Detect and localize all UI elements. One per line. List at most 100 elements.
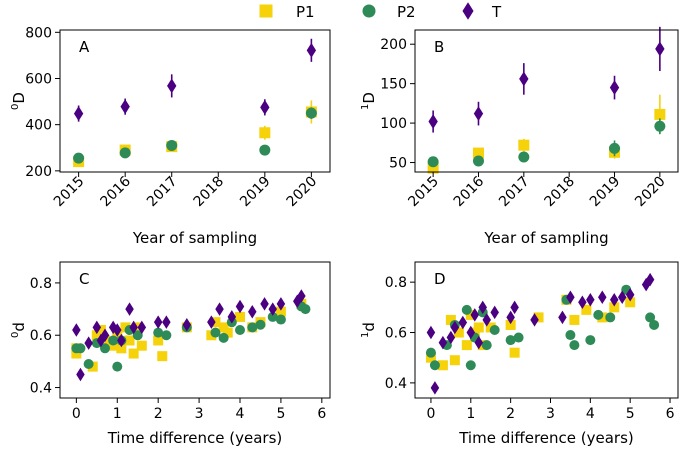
data-point-t	[506, 310, 515, 325]
data-point-t	[248, 304, 257, 319]
x-tick-label: 2018	[191, 174, 228, 211]
data-point-t	[129, 320, 138, 335]
data-point-p2	[267, 311, 278, 322]
data-point-p1	[218, 322, 229, 333]
data-point-t	[617, 290, 627, 305]
data-point-p2	[505, 335, 516, 346]
axes-frame	[59, 29, 331, 173]
data-point-p1	[453, 327, 464, 338]
legend-marker-p2	[362, 4, 376, 18]
x-tick-label: 2015	[51, 174, 88, 211]
data-point-p2	[100, 343, 110, 354]
data-point-t	[510, 300, 519, 315]
y-tick-label: 200	[25, 164, 52, 180]
legend: P1 P2 T	[259, 2, 502, 21]
data-point-p2	[481, 340, 492, 351]
data-point-t	[474, 335, 484, 350]
data-point-t	[117, 333, 126, 348]
data-point-t	[609, 80, 620, 96]
data-point-t	[182, 318, 192, 332]
panel-d: D 0.4 0.6 0.8 0 1 2 3 4 5 6 Time difference (years)…	[360, 261, 679, 447]
axes-frame	[414, 29, 679, 173]
data-point-p2	[112, 361, 123, 372]
data-point-p2	[461, 304, 472, 315]
data-point-p2	[605, 312, 616, 323]
x-tick-label: 5	[626, 406, 635, 422]
data-point-p1	[157, 351, 168, 362]
data-point-p1	[518, 139, 530, 151]
y-tick-label: 0.8	[30, 276, 52, 292]
y-axis-label: 1D	[360, 92, 378, 110]
x-tick-label: 2015	[405, 174, 442, 211]
data-point-p2	[585, 335, 596, 346]
x-axis-label: Year of sampling	[132, 229, 257, 247]
data-point-p1	[116, 343, 127, 354]
data-point-t	[260, 297, 269, 311]
data-point-p2	[119, 147, 131, 159]
data-point-t	[162, 315, 171, 329]
x-tick-label: 2	[506, 406, 515, 422]
data-point-t	[84, 336, 93, 350]
data-point-t	[625, 287, 635, 302]
data-point-p2	[654, 120, 666, 132]
data-point-p1	[569, 314, 580, 325]
data-point-p2	[166, 139, 178, 151]
y-tick-label: 0.6	[30, 328, 52, 344]
data-point-t	[227, 310, 237, 324]
data-point-t	[137, 320, 147, 335]
plot-area	[427, 26, 666, 174]
data-point-p2	[108, 335, 119, 346]
data-point-p2	[235, 325, 245, 335]
data-point-p2	[465, 360, 476, 371]
y-tick-label: 0.4	[385, 376, 407, 392]
data-point-p1	[71, 348, 82, 359]
data-point-t	[490, 305, 499, 320]
data-point-p2	[489, 325, 500, 335]
data-point-p1	[259, 127, 271, 139]
x-tick-label: 2016	[451, 173, 488, 210]
data-point-p1	[153, 335, 164, 346]
data-point-p2	[210, 327, 221, 338]
data-point-t	[566, 290, 575, 305]
data-point-t	[482, 313, 491, 327]
x-axis-label: Year of sampling	[483, 229, 608, 247]
x-tick-label: 2020	[632, 174, 669, 211]
x-axis-label: Time difference (years)	[458, 429, 634, 447]
data-point-t	[76, 367, 85, 382]
legend-label-p2: P2	[397, 3, 416, 21]
data-point-p2	[645, 312, 656, 323]
data-point-p2	[259, 144, 271, 156]
y-tick-label: 0.4	[30, 381, 52, 397]
data-point-p1	[136, 340, 147, 351]
x-tick-label: 3	[195, 406, 204, 422]
x-tick-label: 2017	[496, 174, 533, 211]
data-point-t	[426, 325, 436, 340]
x-tick-label: 2017	[144, 174, 181, 211]
data-point-t	[530, 313, 539, 327]
y-axis-label-superscript: 0	[10, 104, 21, 110]
y-tick-label: 400	[25, 118, 52, 134]
axes-frame	[59, 261, 331, 399]
x-tick-label: 2018	[541, 174, 578, 211]
data-point-p2	[513, 332, 524, 343]
y-axis-label-superscript: 1	[360, 104, 371, 110]
data-point-p2	[218, 332, 229, 343]
data-point-t	[598, 290, 607, 305]
x-tick-label: 4	[586, 406, 595, 422]
x-tick-label: 0	[72, 406, 81, 422]
data-point-t	[609, 293, 619, 307]
data-point-t	[655, 41, 665, 57]
x-tick-label: 3	[546, 406, 555, 422]
data-point-p2	[429, 360, 440, 371]
data-point-p1	[449, 355, 460, 366]
data-point-p1	[425, 352, 436, 363]
data-point-t	[113, 323, 122, 337]
y-axis-label-superscript: 1	[360, 332, 371, 338]
data-point-p1	[509, 347, 520, 358]
data-point-t	[215, 302, 224, 316]
data-point-p2	[472, 155, 484, 167]
y-tick-label: 0.8	[385, 275, 407, 291]
data-point-t	[260, 99, 270, 115]
